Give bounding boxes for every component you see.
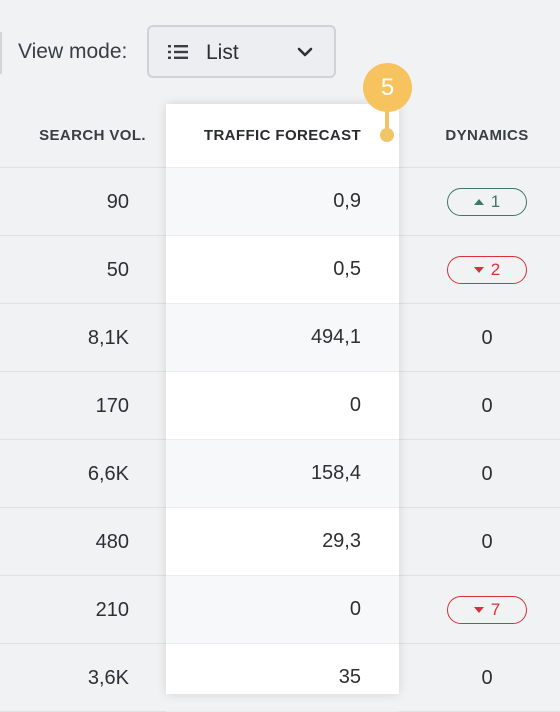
dynamics-cell: 0	[400, 304, 560, 372]
dynamics-cell: 0	[400, 644, 560, 712]
dynamics-badge-down: 7	[447, 596, 527, 624]
traffic-forecast-cell: 35	[166, 644, 399, 712]
dynamics-value: 0	[481, 462, 493, 485]
chevron-down-icon	[297, 47, 313, 57]
column-header-search-volume[interactable]: SEARCH VOL.	[39, 127, 146, 144]
triangle-down-icon	[473, 607, 484, 613]
traffic-forecast-cell: 158,4	[166, 440, 399, 508]
search-volume-cell: 480	[95, 531, 129, 553]
search-volume-cell: 6,6K	[87, 463, 129, 485]
traffic-forecast-column-highlight: TRAFFIC FORECAST 0,9 0,5 494,1 0 158,4 29,3 0 3…	[166, 104, 399, 712]
traffic-forecast-cell: 494,1	[166, 304, 399, 372]
dynamics-badge-up: 1	[447, 188, 527, 216]
view-mode-label: View mode:	[18, 40, 128, 63]
search-volume-cell: 3,6K	[87, 667, 129, 689]
traffic-forecast-cell: 0	[166, 576, 399, 644]
search-volume-cell: 210	[95, 599, 129, 621]
toolbar: View mode: List	[0, 0, 560, 104]
dynamics-cell: 0	[400, 440, 560, 508]
dynamics-value: 0	[481, 326, 493, 349]
dynamics-value: 1	[490, 192, 501, 211]
dynamics-cell: 0	[400, 508, 560, 576]
dynamics-value: 7	[490, 600, 501, 619]
search-volume-cell: 90	[106, 191, 129, 213]
column-header-dynamics[interactable]: DYNAMICS	[445, 127, 529, 144]
dynamics-value: 0	[481, 666, 493, 689]
dynamics-cell: 1	[400, 168, 560, 236]
list-icon	[168, 45, 188, 59]
step-number-badge: 5	[363, 63, 412, 112]
step-pointer-dot	[380, 128, 394, 142]
dynamics-value: 2	[490, 260, 501, 279]
toolbar-divider	[0, 32, 2, 74]
traffic-forecast-cell: 0,9	[166, 168, 399, 236]
dynamics-value: 0	[481, 530, 493, 553]
search-volume-cell: 170	[95, 395, 129, 417]
traffic-forecast-cell: 0,5	[166, 236, 399, 304]
traffic-forecast-cell: 0	[166, 372, 399, 440]
view-mode-value: List	[206, 41, 239, 64]
dynamics-badge-down: 2	[447, 256, 527, 284]
column-header-traffic-forecast[interactable]: TRAFFIC FORECAST	[166, 104, 399, 168]
dynamics-cell: 0	[400, 372, 560, 440]
traffic-forecast-cell: 29,3	[166, 508, 399, 576]
step-pointer-line	[385, 100, 389, 134]
dynamics-cell: 7	[400, 576, 560, 644]
dynamics-cell: 2	[400, 236, 560, 304]
search-volume-cell: 50	[106, 259, 129, 281]
dynamics-value: 0	[481, 394, 493, 417]
triangle-down-icon	[473, 267, 484, 273]
search-volume-cell: 8,1K	[87, 327, 129, 349]
view-mode-select[interactable]: List	[147, 25, 336, 78]
triangle-up-icon	[473, 199, 484, 205]
